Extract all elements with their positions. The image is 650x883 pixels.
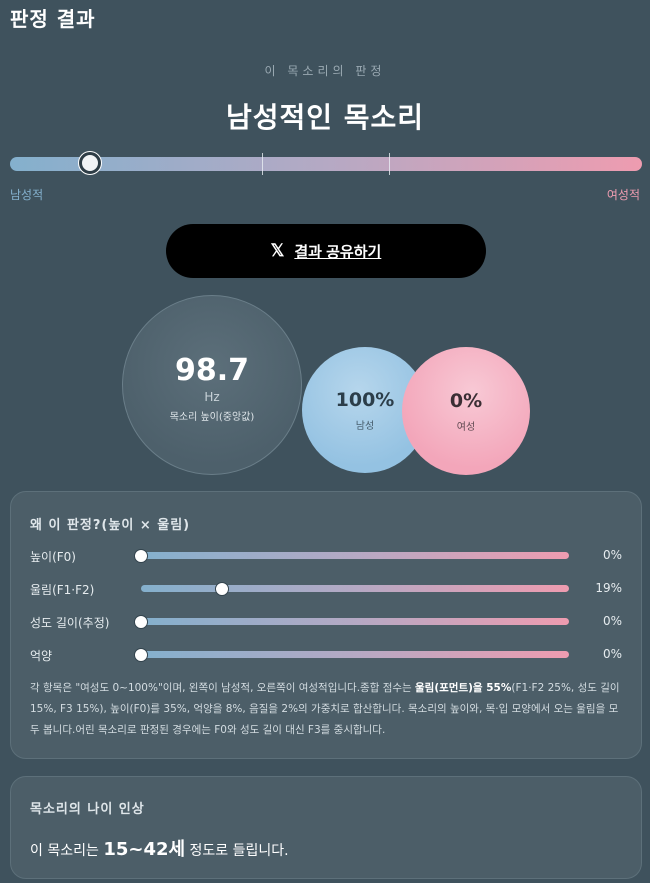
age-prefix: 이 목소리는 bbox=[30, 843, 104, 859]
metric-bar bbox=[141, 585, 569, 592]
metric-bar bbox=[141, 618, 569, 625]
scale-tick bbox=[389, 153, 390, 175]
scale-label-male: 남성적 bbox=[10, 188, 44, 202]
age-card: 목소리의 나이 인상 이 목소리는 15~42세 정도로 들립니다. bbox=[10, 776, 642, 879]
metric-label: 울림(F1·F2) bbox=[30, 583, 95, 597]
scale-knob bbox=[79, 152, 102, 174]
metric-bar bbox=[141, 651, 569, 658]
why-title: 왜 이 판정?(높이 × 울림) bbox=[30, 518, 191, 533]
metric-knob bbox=[215, 581, 230, 596]
female-label: 여성 bbox=[456, 421, 476, 433]
x-logo-icon: 𝕏 bbox=[270, 241, 285, 260]
share-label: 결과 공유하기 bbox=[294, 243, 382, 261]
age-impression: 이 목소리는 15~42세 정도로 들립니다. bbox=[30, 835, 289, 861]
share-button[interactable]: 𝕏 결과 공유하기 bbox=[166, 224, 486, 278]
why-explanation: 각 항목은 "여성도 0~100%"이며, 왼쪽이 남성적, 오른쪽이 여성적입… bbox=[30, 678, 626, 741]
page-title: 판정 결과 bbox=[10, 7, 96, 31]
male-label: 남성 bbox=[355, 420, 375, 432]
age-suffix: 정도로 들립니다. bbox=[185, 843, 289, 859]
female-percent: 0% bbox=[449, 389, 483, 412]
scale-label-female: 여성적 bbox=[606, 188, 640, 202]
metric-label: 성도 길이(추정) bbox=[30, 616, 110, 630]
metric-bar bbox=[141, 552, 569, 559]
gender-scale-bar bbox=[10, 157, 642, 171]
metric-value: 0% bbox=[602, 647, 622, 661]
metric-knob bbox=[134, 647, 148, 662]
explain-text: 각 항목은 "여성도 0~100%"이며, 왼쪽이 남성적, 오른쪽이 여성적입… bbox=[30, 682, 416, 694]
verdict-title: 남성적인 목소리 bbox=[225, 101, 425, 134]
male-percent: 100% bbox=[335, 388, 395, 411]
female-percent-circle: 0% 여성 bbox=[402, 347, 530, 475]
why-card: 왜 이 판정?(높이 × 울림) 높이(F0) 0% 울림(F1·F2) 19%… bbox=[10, 491, 642, 759]
metric-label: 높이(F0) bbox=[30, 550, 76, 564]
pitch-unit: Hz bbox=[204, 390, 220, 404]
age-range: 15~42세 bbox=[103, 839, 186, 860]
scale-tick bbox=[262, 153, 263, 175]
pitch-value: 98.7 bbox=[174, 353, 250, 388]
metric-knob bbox=[134, 614, 148, 629]
explain-highlight: 울림(포먼트)을 55% bbox=[415, 682, 512, 694]
explain-text: (F1·F2 25%, 성도 길이 15%, F3 15%), 높이(F0)를 … bbox=[30, 682, 620, 736]
verdict-eyebrow: 이 목소리의 판정 bbox=[264, 64, 386, 78]
metric-value: 19% bbox=[595, 581, 622, 595]
metric-label: 억양 bbox=[30, 649, 53, 663]
metric-value: 0% bbox=[602, 614, 622, 628]
age-title: 목소리의 나이 인상 bbox=[30, 802, 145, 817]
pitch-caption: 목소리 높이(중앙값) bbox=[169, 412, 255, 423]
pitch-circle: 98.7 Hz 목소리 높이(중앙값) bbox=[122, 295, 302, 475]
metric-value: 0% bbox=[602, 548, 622, 562]
metric-knob bbox=[134, 548, 148, 563]
